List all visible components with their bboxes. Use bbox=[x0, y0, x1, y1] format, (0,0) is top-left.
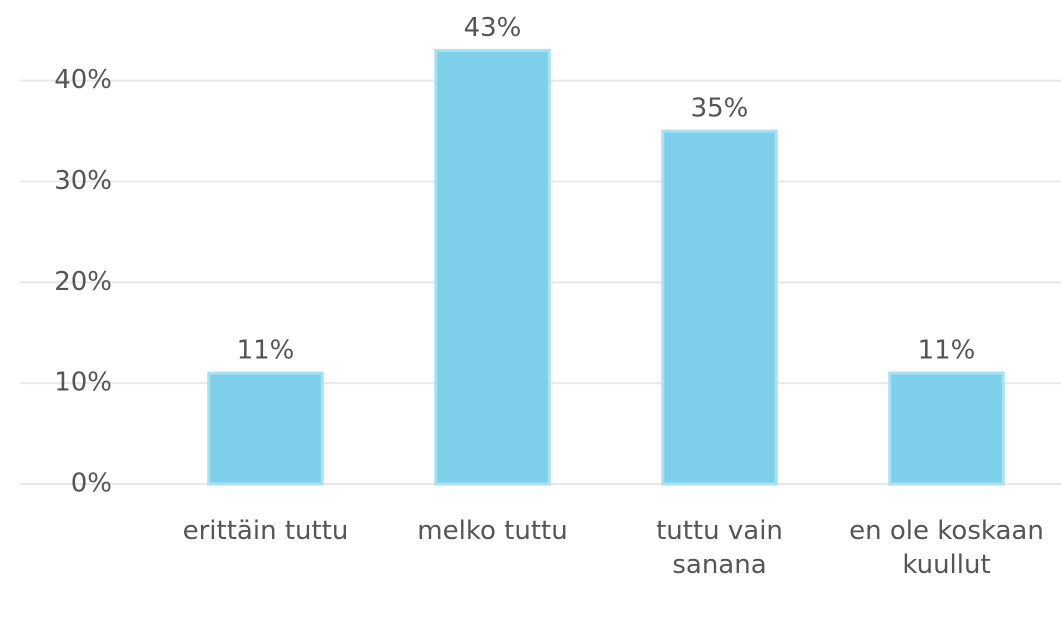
bar bbox=[207, 371, 324, 486]
y-tick-label: 0% bbox=[71, 469, 112, 499]
value-label: 43% bbox=[464, 13, 522, 43]
x-tick-label: en ole koskaan kuullut bbox=[849, 516, 1044, 580]
x-tick-label: erittäin tuttu bbox=[182, 516, 349, 546]
x-tick-label: tuttu vain sanana bbox=[656, 516, 783, 580]
x-tick-label: melko tuttu bbox=[417, 516, 568, 546]
bar bbox=[661, 129, 778, 486]
bar bbox=[434, 48, 551, 486]
bar bbox=[888, 371, 1005, 486]
y-tick-label: 10% bbox=[54, 368, 112, 398]
y-tick-label: 20% bbox=[54, 267, 112, 297]
value-label: 11% bbox=[918, 336, 976, 366]
y-tick-label: 30% bbox=[54, 166, 112, 196]
y-tick-label: 40% bbox=[54, 65, 112, 95]
value-label: 11% bbox=[237, 336, 295, 366]
value-label: 35% bbox=[691, 94, 749, 124]
